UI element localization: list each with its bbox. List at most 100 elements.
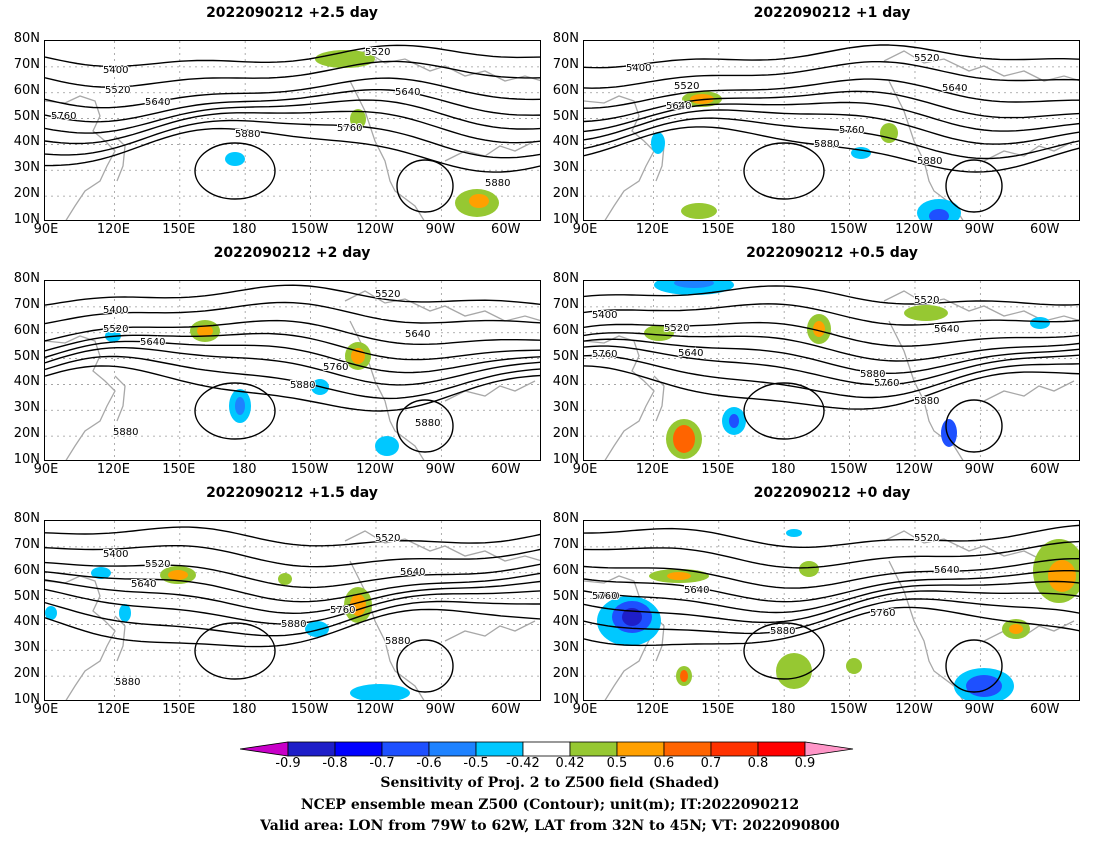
colorbar-tick-label: -0.7: [369, 756, 395, 771]
lat-tick-label: 50N: [552, 108, 579, 124]
lon-tick-label: 120E: [96, 702, 130, 717]
z500-contour: [584, 606, 1079, 647]
sensitivity-shading: [681, 203, 717, 219]
contour-label: 5640: [395, 87, 420, 98]
contour-label: 5760: [337, 123, 362, 134]
z500-contour: [45, 119, 540, 159]
caption-contour: NCEP ensemble mean Z500 (Contour); unit(…: [300, 797, 800, 813]
lat-tick-label: 40N: [552, 374, 579, 390]
lat-tick-label: 20N: [552, 666, 579, 682]
lon-tick-label: 60W: [491, 462, 521, 477]
lat-tick-label: 70N: [13, 536, 40, 552]
sensitivity-shading: [278, 573, 292, 585]
sensitivity-shading: [674, 281, 714, 288]
z500-contour: [584, 590, 1079, 624]
contour-label: 5640: [684, 585, 709, 596]
contour-label: 5640: [934, 565, 959, 576]
lon-tick-label: 120E: [635, 462, 669, 477]
lon-tick-label: 150E: [162, 462, 196, 477]
z500-contour: [45, 89, 540, 123]
lon-tick-label: 120E: [635, 222, 669, 237]
z500-contour: [584, 354, 1079, 399]
z500-contour: [584, 558, 1079, 589]
lon-tick-label: 150W: [829, 702, 868, 717]
lon-tick-label: 150W: [290, 702, 329, 717]
z500-contour: [45, 608, 540, 648]
contour-label: 5520: [664, 323, 689, 334]
z500-contour-closed: [945, 399, 1003, 453]
sensitivity-shading: [91, 567, 111, 579]
sensitivity-shading: [168, 570, 188, 580]
sensitivity-shading: [799, 561, 819, 577]
z500-contour-closed: [396, 639, 454, 693]
lon-tick-label: 90E: [572, 222, 598, 237]
sensitivity-shading: [375, 436, 399, 456]
colorbar-segment: [663, 741, 712, 757]
colorbar-tick-label: -0.8: [322, 756, 348, 771]
z500-contour: [584, 90, 1079, 123]
contour-label: 5880: [281, 619, 306, 630]
contour-label: 5880: [290, 380, 315, 391]
lat-tick-label: 80N: [552, 271, 579, 286]
lon-tick-label: 120W: [356, 702, 394, 717]
z500-contour: [584, 332, 1079, 362]
colorbar-tick-label: 0.42: [555, 756, 585, 771]
lon-tick-label: 90E: [33, 462, 59, 477]
colorbar-max-arrow: [804, 741, 854, 757]
lon-tick-label: 90E: [572, 702, 598, 717]
colorbar-tick-label: -0.6: [416, 756, 442, 771]
map-panel: 5400 5520 5640 5520 5640 5760 5880 5880: [583, 40, 1080, 221]
lon-tick-label: 150W: [829, 462, 868, 477]
map-panel: 5760 5640 5520 5640 5760 5880 5760: [583, 520, 1080, 701]
contour-label: 5760: [51, 111, 76, 122]
z500-contour: [584, 285, 1079, 306]
sensitivity-shading: [225, 152, 245, 166]
contour-label: 5400: [592, 310, 617, 321]
lon-tick-label: 60W: [1030, 222, 1060, 237]
panel-title: 2022090212 +0 day: [753, 485, 911, 501]
lat-tick-label: 80N: [552, 511, 579, 526]
contour-label: 5640: [666, 101, 691, 112]
lat-tick-label: 10N: [13, 452, 40, 467]
sensitivity-shading: [673, 425, 695, 453]
caption-title: Sensitivity of Proj. 2 to Z500 field (Sh…: [380, 775, 720, 791]
contour-label: 5520: [145, 559, 170, 570]
lat-tick-label: 30N: [552, 640, 579, 656]
coastline: [349, 80, 536, 220]
sensitivity-shading: [786, 529, 802, 537]
contour-label: 5400: [103, 549, 128, 560]
sensitivity-shading: [880, 123, 898, 143]
contour-label: 5520: [365, 47, 390, 58]
contour-label: 5640: [678, 348, 703, 359]
lon-tick-label: 150E: [162, 702, 196, 717]
colorbar-tick-label: -0.9: [275, 756, 301, 771]
coastline: [888, 80, 1075, 220]
z500-contour: [45, 526, 540, 547]
sensitivity-shading: [729, 414, 739, 428]
sensitivity-shading: [929, 209, 949, 220]
z500-contour-closed: [396, 159, 454, 213]
lon-tick-label: 150E: [162, 222, 196, 237]
coastline: [584, 95, 665, 220]
sensitivity-shading: [904, 305, 948, 321]
lat-tick-label: 40N: [552, 614, 579, 630]
map-svg: 5400 5520 5640 5520 5640 5760 5880 5880 5880: [45, 521, 540, 700]
z500-contour: [45, 319, 540, 346]
lat-tick-label: 30N: [13, 640, 40, 656]
lon-tick-label: 180: [231, 222, 257, 237]
sensitivity-shading: [622, 608, 642, 626]
z500-contour: [584, 101, 1079, 133]
contour-label: 5880: [917, 156, 942, 167]
coastline: [344, 50, 540, 82]
contour-label: 5880: [385, 636, 410, 647]
lat-tick-label: 60N: [552, 562, 579, 578]
z500-contour: [45, 571, 540, 603]
lat-tick-label: 50N: [552, 588, 579, 604]
z500-contour-closed: [945, 159, 1003, 213]
sensitivity-shading: [350, 109, 366, 129]
lon-tick-label: 180: [231, 702, 257, 717]
z500-contour: [584, 44, 1079, 69]
sensitivity-shading: [644, 325, 674, 341]
map-svg: 5400 5520 5640 5880 5520 5640 5760 5880 5760: [45, 41, 540, 220]
contour-label: 5880: [860, 369, 885, 380]
